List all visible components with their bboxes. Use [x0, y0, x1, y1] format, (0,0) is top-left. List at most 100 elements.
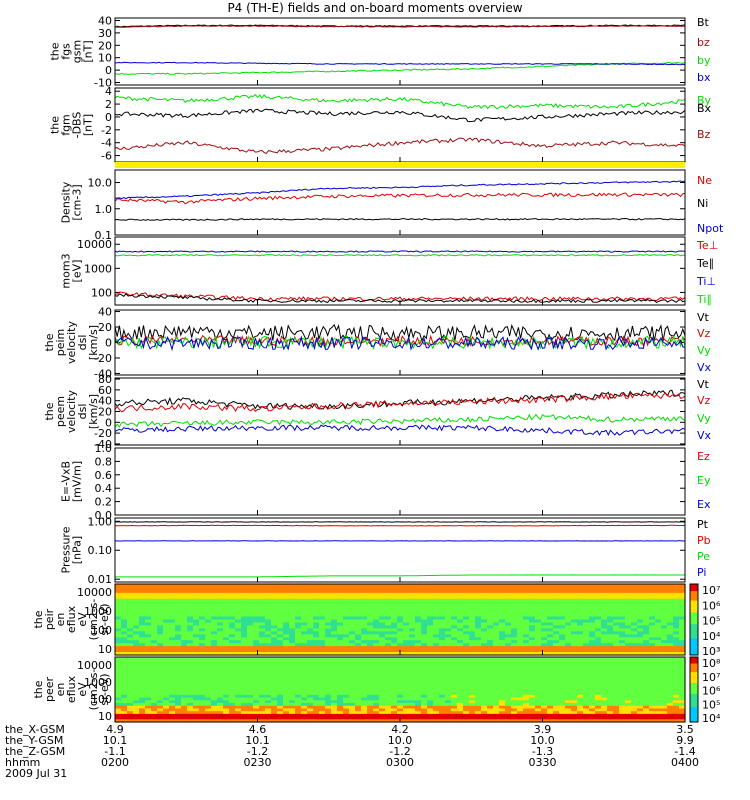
heatmap-cell: [619, 584, 626, 588]
heatmap-cell: [319, 686, 326, 691]
heatmap-cell: [529, 587, 536, 591]
heatmap-cell: [451, 659, 458, 663]
heatmap-cell: [469, 592, 476, 597]
heatmap-cell: [325, 619, 332, 624]
ephemeris-value: 10.1: [245, 734, 270, 747]
heatmap-cell: [595, 607, 602, 612]
heatmap-cell: [457, 587, 464, 591]
heatmap-cell: [181, 598, 188, 603]
heatmap-cell: [139, 681, 146, 685]
heatmap-cell: [475, 640, 482, 644]
heatmap-cell: [445, 613, 452, 618]
heatmap-cell: [295, 634, 302, 638]
heatmap-cell: [151, 649, 158, 653]
heatmap-cell: [505, 686, 512, 691]
heatmap-cell: [367, 659, 374, 663]
ytick-label: 40: [98, 395, 112, 408]
heatmap-cell: [331, 598, 338, 603]
heatmap-cell: [235, 595, 242, 600]
heatmap-cell: [223, 665, 230, 669]
heatmap-cell: [529, 584, 536, 588]
heatmap-cell: [397, 703, 404, 707]
heatmap-cell: [595, 681, 602, 685]
heatmap-cell: [577, 584, 584, 588]
heatmap-cell: [463, 708, 470, 712]
heatmap-cell: [379, 595, 386, 600]
heatmap-cell: [229, 643, 236, 647]
heatmap-cell: [379, 631, 386, 635]
heatmap-cell: [637, 604, 644, 609]
heatmap-cell: [157, 622, 164, 627]
heatmap-cell: [259, 589, 266, 594]
heatmap-cell: [415, 711, 422, 715]
heatmap-cell: [115, 616, 122, 621]
heatmap-cell: [385, 634, 392, 638]
heatmap-cell: [667, 676, 674, 680]
heatmap-cell: [253, 589, 260, 594]
ylabel-line: en: [54, 683, 67, 697]
heatmap-cell: [595, 598, 602, 603]
heatmap-cell: [649, 659, 656, 663]
heatmap-cell: [331, 616, 338, 621]
heatmap-cell: [601, 604, 608, 609]
heatmap-cell: [121, 716, 128, 720]
heatmap-cell: [529, 684, 536, 688]
heatmap-cell: [259, 670, 266, 674]
heatmap-cell: [631, 589, 638, 594]
heatmap-cell: [307, 637, 314, 641]
heatmap-cell: [223, 716, 230, 720]
heatmap-cell: [229, 592, 236, 597]
heatmap-cell: [667, 643, 674, 647]
heatmap-cell: [481, 587, 488, 591]
heatmap-cell: [445, 587, 452, 591]
heatmap-cell: [127, 637, 134, 641]
heatmap-cell: [547, 643, 554, 647]
heatmap-cell: [601, 634, 608, 638]
heatmap-cell: [661, 676, 668, 680]
heatmap-cell: [463, 681, 470, 685]
heatmap-cell: [421, 592, 428, 597]
heatmap-cell: [151, 719, 158, 723]
ephemeris-value: 3.9: [534, 723, 552, 736]
heatmap-cell: [427, 662, 434, 666]
heatmap-cell: [235, 684, 242, 688]
heatmap-cell: [373, 667, 380, 672]
heatmap-cell: [493, 719, 500, 723]
heatmap-cell: [247, 622, 254, 627]
heatmap-cell: [361, 610, 368, 615]
heatmap-cell: [421, 711, 428, 715]
heatmap-cell: [379, 697, 386, 701]
heatmap-cell: [415, 616, 422, 621]
heatmap-cell: [523, 584, 530, 588]
heatmap-cell: [367, 616, 374, 621]
heatmap-cell: [127, 684, 134, 688]
heatmap-cell: [637, 711, 644, 715]
heatmap-cell: [415, 637, 422, 641]
heatmap-cell: [421, 613, 428, 618]
heatmap-cell: [343, 689, 350, 693]
heatmap-cell: [511, 667, 518, 672]
heatmap-cell: [517, 637, 524, 641]
heatmap-cell: [415, 592, 422, 597]
heatmap-cell: [379, 689, 386, 693]
heatmap-cell: [355, 613, 362, 618]
heatmap-cell: [553, 659, 560, 663]
heatmap-cell: [583, 689, 590, 693]
heatmap-cell: [565, 684, 572, 688]
heatmap-cell: [571, 604, 578, 609]
heatmap-cell: [619, 659, 626, 663]
heatmap-cell: [127, 700, 134, 704]
heatmap-cell: [367, 598, 374, 603]
heatmap-cell: [343, 619, 350, 624]
panel-frame: [114, 87, 686, 163]
heatmap-cell: [499, 676, 506, 680]
heatmap-cell: [571, 678, 578, 682]
heatmap-cell: [403, 595, 410, 600]
heatmap-cell: [307, 719, 314, 723]
heatmap-cell: [337, 595, 344, 600]
heatmap-cell: [163, 713, 170, 718]
heatmap-cell: [427, 625, 434, 629]
heatmap-cell: [601, 646, 608, 650]
heatmap-cell: [403, 646, 410, 650]
heatmap-cell: [271, 604, 278, 609]
